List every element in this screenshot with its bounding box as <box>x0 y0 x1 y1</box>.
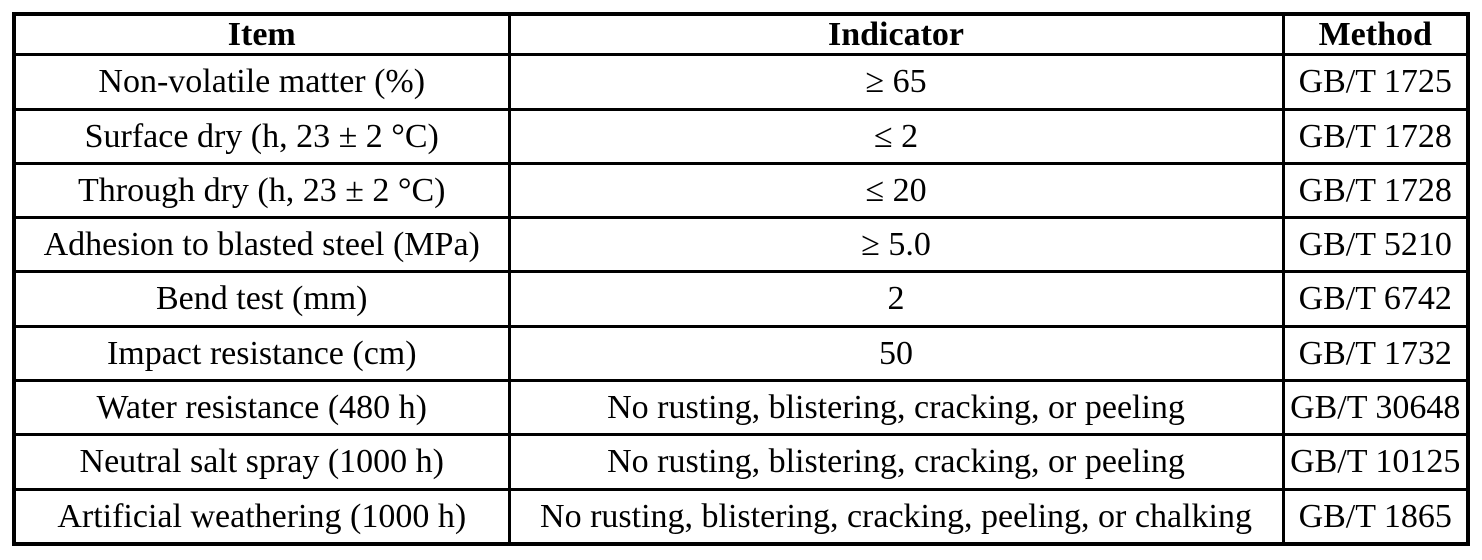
item-cell: Impact resistance (cm) <box>12 324 511 382</box>
item-cell: Adhesion to blasted steel (MPa) <box>12 216 511 274</box>
indicator-cell: ≥ 5.0 <box>507 216 1285 274</box>
coating-spec-table: Item Indicator Method Non-volatile matte… <box>12 12 1470 546</box>
method-column-header: Method <box>1281 12 1470 57</box>
method-cell: GB/T 6742 <box>1281 270 1470 328</box>
item-cell: Artificial weathering (1000 h) <box>12 487 511 546</box>
indicator-cell: No rusting, blistering, cracking, peelin… <box>507 487 1285 546</box>
item-cell: Neutral salt spray (1000 h) <box>12 433 511 491</box>
table-row: Non-volatile matter (%) ≥ 65 GB/T 1725 <box>12 53 1470 111</box>
indicator-cell: 2 <box>507 270 1285 328</box>
table-row: Artificial weathering (1000 h) No rustin… <box>12 487 1470 546</box>
item-cell: Surface dry (h, 23 ± 2 °C) <box>12 107 511 165</box>
item-cell: Non-volatile matter (%) <box>12 53 511 111</box>
indicator-cell: No rusting, blistering, cracking, or pee… <box>507 378 1285 437</box>
method-cell: GB/T 1732 <box>1281 324 1470 382</box>
table-row: Water resistance (480 h) No rusting, bli… <box>12 378 1470 437</box>
header-row: Item Indicator Method <box>12 12 1470 57</box>
table-row: Neutral salt spray (1000 h) No rusting, … <box>12 433 1470 491</box>
indicator-cell: ≤ 2 <box>507 107 1285 165</box>
method-cell: GB/T 1865 <box>1281 487 1470 546</box>
method-cell: GB/T 1728 <box>1281 107 1470 165</box>
item-cell: Bend test (mm) <box>12 270 511 328</box>
method-cell: GB/T 1725 <box>1281 53 1470 111</box>
method-cell: GB/T 10125 <box>1281 433 1470 491</box>
indicator-cell: No rusting, blistering, cracking, or pee… <box>507 433 1285 491</box>
indicator-cell: ≤ 20 <box>507 161 1285 220</box>
table-row: Adhesion to blasted steel (MPa) ≥ 5.0 GB… <box>12 216 1470 274</box>
table-row: Surface dry (h, 23 ± 2 °C) ≤ 2 GB/T 1728 <box>12 107 1470 165</box>
indicator-column-header: Indicator <box>507 12 1285 57</box>
indicator-cell: 50 <box>507 324 1285 382</box>
indicator-cell: ≥ 65 <box>507 53 1285 111</box>
method-cell: GB/T 5210 <box>1281 216 1470 274</box>
method-cell: GB/T 30648 <box>1281 378 1470 437</box>
item-cell: Through dry (h, 23 ± 2 °C) <box>12 161 511 220</box>
table-row: Through dry (h, 23 ± 2 °C) ≤ 20 GB/T 172… <box>12 161 1470 220</box>
method-cell: GB/T 1728 <box>1281 161 1470 220</box>
item-column-header: Item <box>12 12 511 57</box>
table-row: Impact resistance (cm) 50 GB/T 1732 <box>12 324 1470 382</box>
item-cell: Water resistance (480 h) <box>12 378 511 437</box>
table-row: Bend test (mm) 2 GB/T 6742 <box>12 270 1470 328</box>
